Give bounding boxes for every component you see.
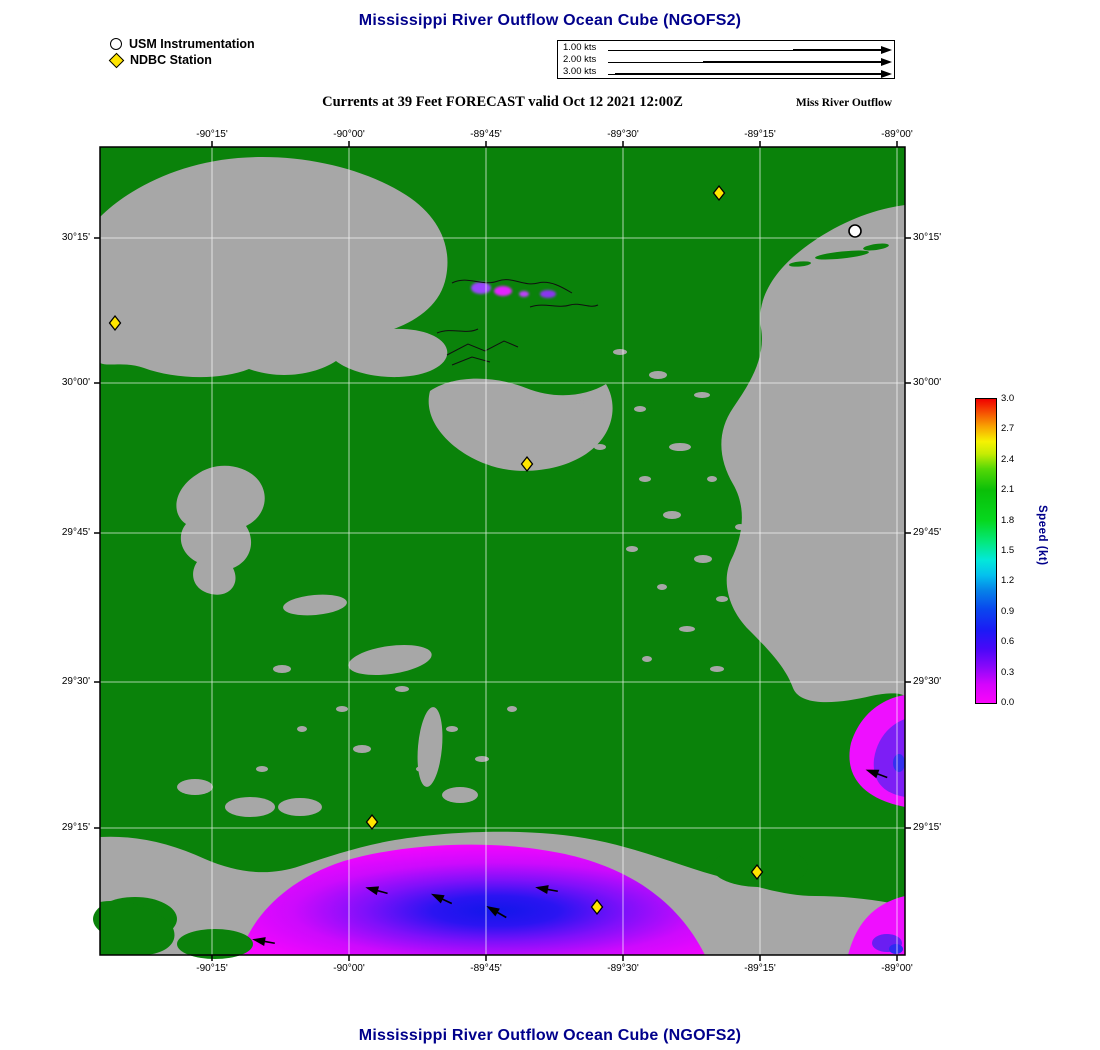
corner-current-patch bbox=[848, 896, 905, 955]
legend-row-ndbc: NDBC Station bbox=[108, 52, 255, 68]
lon-tick-label: -89°45' bbox=[470, 129, 502, 140]
ndbc-station-marker bbox=[712, 184, 726, 202]
scale-row-3: 3.00 kts bbox=[558, 66, 894, 78]
lon-tick-label: -90°00' bbox=[333, 963, 365, 974]
scale-arrowhead-1 bbox=[881, 45, 892, 54]
colorbar-axis-label: Speed (kt) bbox=[1036, 505, 1048, 566]
map-area bbox=[93, 141, 911, 961]
colorbar-tick: 1.5 bbox=[1001, 545, 1015, 556]
current-arrow bbox=[430, 893, 453, 905]
scale-row-1: 1.00 kts bbox=[558, 42, 894, 54]
lon-tick-label: -89°30' bbox=[607, 963, 639, 974]
colorbar-tick: 0.6 bbox=[1001, 636, 1015, 647]
colorbar-tick: 1.2 bbox=[1001, 575, 1015, 586]
colorbar-tick: 2.1 bbox=[1001, 484, 1015, 495]
ndbc-station-marker bbox=[108, 314, 122, 332]
grid-lines bbox=[100, 147, 905, 955]
lat-tick-label: 29°15' bbox=[913, 822, 942, 833]
scale-row-2: 2.00 kts bbox=[558, 54, 894, 66]
lon-tick-label: -90°00' bbox=[333, 129, 365, 140]
lon-tick-label: -89°30' bbox=[607, 129, 639, 140]
ndbc-station-marker bbox=[590, 898, 604, 916]
scale-arrow-shaft-1 bbox=[793, 49, 881, 51]
scale-arrow-shaft-3 bbox=[615, 73, 881, 75]
scale-label-1: 1.00 kts bbox=[563, 42, 597, 53]
region-label: Miss River Outflow bbox=[795, 97, 893, 109]
current-arrow bbox=[252, 937, 275, 946]
station-markers bbox=[108, 184, 888, 946]
lat-tick-label: 30°00' bbox=[913, 377, 942, 388]
coastline-detail bbox=[436, 279, 599, 366]
scale-line-1 bbox=[608, 50, 881, 51]
lat-tick-label: 30°15' bbox=[913, 232, 942, 243]
ndbc-diamond-icon bbox=[108, 52, 125, 68]
mississippi-sound bbox=[721, 205, 905, 703]
speed-scale-box: 1.00 kts 2.00 kts 3.00 kts bbox=[557, 40, 895, 79]
current-arrow bbox=[865, 769, 888, 779]
scale-label-2: 2.00 kts bbox=[563, 54, 597, 65]
colorbar-tick: 3.0 bbox=[1001, 393, 1015, 404]
lat-tick-label: 29°30' bbox=[913, 676, 942, 687]
map-frame bbox=[94, 141, 911, 961]
lake-pontchartrain bbox=[100, 157, 448, 378]
lat-tick-label: 30°15' bbox=[61, 232, 90, 243]
lat-tick-label: 30°00' bbox=[61, 377, 90, 388]
lon-tick-label: -90°15' bbox=[196, 963, 228, 974]
colorbar-tick: 0.3 bbox=[1001, 667, 1015, 678]
current-arrow bbox=[365, 886, 388, 896]
lat-tick-label: 29°15' bbox=[61, 822, 90, 833]
scale-arrow-shaft-2 bbox=[703, 61, 881, 63]
usm-station-marker bbox=[848, 224, 862, 238]
figure-title: Mississippi River Outflow Ocean Cube (NG… bbox=[358, 12, 742, 29]
lon-tick-label: -89°15' bbox=[744, 129, 776, 140]
forecast-subtitle: Currents at 39 Feet FORECAST valid Oct 1… bbox=[322, 94, 683, 110]
lat-tick-label: 29°45' bbox=[913, 527, 942, 538]
lon-tick-label: -89°45' bbox=[470, 963, 502, 974]
ndbc-station-marker bbox=[365, 813, 379, 831]
scale-arrowhead-3 bbox=[881, 69, 892, 78]
ndbc-station-marker bbox=[520, 455, 534, 473]
ndbc-legend-label: NDBC Station bbox=[130, 53, 212, 67]
current-arrow bbox=[486, 906, 507, 919]
figure-footer-title: Mississippi River Outflow Ocean Cube (NG… bbox=[358, 1027, 742, 1044]
colorbar-tick: 2.7 bbox=[1001, 423, 1015, 434]
lon-tick-label: -89°00' bbox=[881, 129, 913, 140]
gulf-current-field bbox=[240, 844, 705, 955]
lon-tick-label: -89°00' bbox=[881, 963, 913, 974]
map-plot bbox=[93, 141, 911, 961]
colorbar-tick: 0.0 bbox=[1001, 697, 1015, 708]
colorbar-tick: 0.9 bbox=[1001, 606, 1015, 617]
scale-arrowhead-2 bbox=[881, 57, 892, 66]
lat-tick-label: 29°45' bbox=[61, 527, 90, 538]
colorbar-tick: 1.8 bbox=[1001, 515, 1015, 526]
ndbc-station-marker bbox=[750, 863, 764, 881]
lon-tick-label: -89°15' bbox=[744, 963, 776, 974]
legend-row-usm: USM Instrumentation bbox=[110, 36, 255, 52]
usm-circle-icon bbox=[110, 38, 122, 50]
lon-tick-label: -90°15' bbox=[196, 129, 228, 140]
lat-tick-label: 29°30' bbox=[61, 676, 90, 687]
marker-legend: USM Instrumentation NDBC Station bbox=[108, 36, 255, 68]
current-arrow bbox=[535, 885, 558, 894]
speed-colorbar bbox=[975, 398, 997, 704]
scale-label-3: 3.00 kts bbox=[563, 66, 597, 77]
usm-legend-label: USM Instrumentation bbox=[129, 37, 255, 51]
small-lake bbox=[176, 465, 265, 595]
central-bay bbox=[428, 378, 613, 471]
marsh-ponds bbox=[177, 349, 768, 817]
colorbar-tick: 2.4 bbox=[1001, 454, 1015, 465]
